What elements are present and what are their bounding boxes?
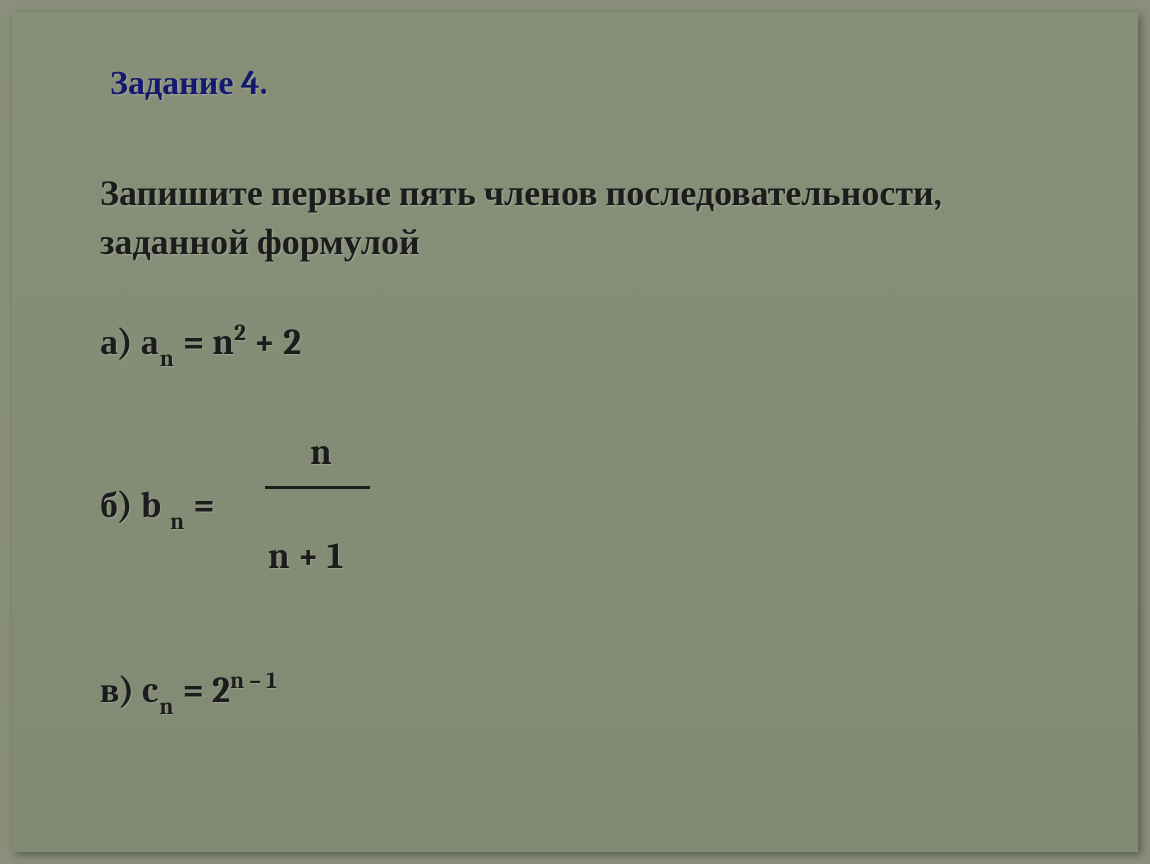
formula-b-label: б) b (100, 485, 161, 526)
formula-a-rhs1: = n (175, 322, 234, 363)
formula-b: б) b n = (100, 484, 215, 531)
formula-a-sup: 2 (234, 319, 246, 346)
formula-b-fraction-bar (265, 486, 370, 489)
formula-b-denominator: n + 1 (268, 536, 343, 577)
formula-b-eq: = (185, 485, 214, 526)
formula-a-sub: n (160, 345, 174, 372)
formula-b-numerator: n (310, 432, 332, 473)
instruction-text: Запишите первые пять членов последовател… (100, 170, 1060, 267)
formula-c-eq: = 2 (175, 670, 230, 711)
formula-c-label: в) c (100, 670, 158, 711)
task-title: Задание 4. (110, 63, 268, 103)
formula-c-exp: n – 1 (230, 667, 277, 694)
formula-a-label: а) а (100, 322, 159, 363)
formula-b-sub: n (170, 508, 184, 535)
formula-c-sub: n (159, 693, 173, 720)
formula-c: в) cn = 2n – 1 (100, 668, 277, 716)
formula-a-rhs2: + 2 (246, 322, 301, 363)
slide-background (12, 12, 1138, 852)
formula-a: а) аn = n2 + 2 (100, 320, 301, 368)
